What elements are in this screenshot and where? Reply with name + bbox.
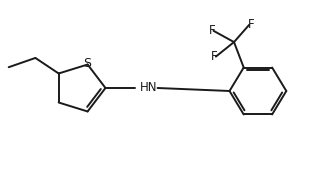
Text: F: F <box>248 18 254 31</box>
Text: HN: HN <box>140 82 158 94</box>
Text: F: F <box>209 24 215 37</box>
Text: S: S <box>84 57 92 70</box>
Text: F: F <box>211 50 217 63</box>
